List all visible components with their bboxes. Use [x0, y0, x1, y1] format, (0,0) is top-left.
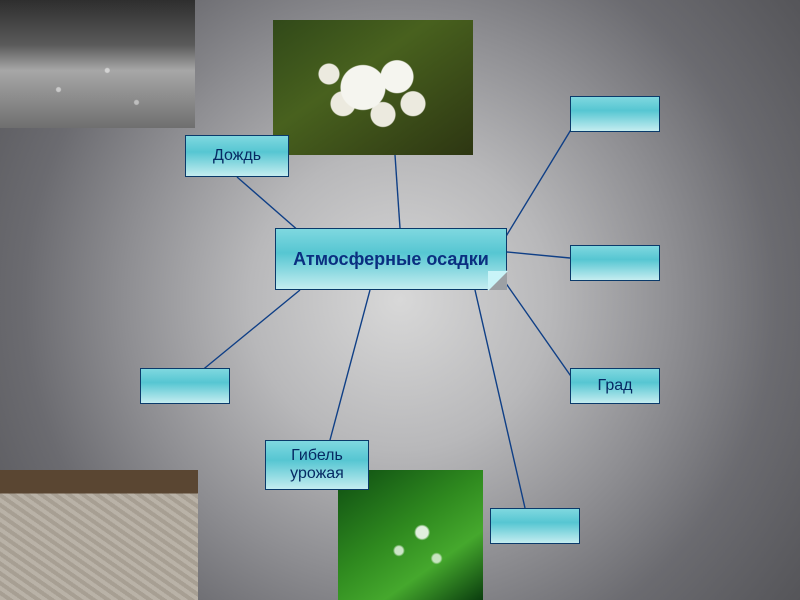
center-label: Атмосферные осадки: [293, 249, 489, 270]
node-bottom-left: [140, 368, 230, 404]
node-label: Гибель урожая: [266, 447, 368, 483]
node-rain: Дождь: [185, 135, 289, 177]
image-hailstones: [273, 20, 473, 155]
node-label: Дождь: [213, 147, 261, 165]
diagram-canvas: Атмосферные осадки Дождь Град Гибель уро…: [0, 0, 800, 600]
image-hailstorm: [0, 470, 198, 600]
fold-corner-icon: [487, 270, 507, 290]
image-rain: [0, 0, 195, 128]
node-top-right: [570, 96, 660, 132]
node-mid-right: [570, 245, 660, 281]
node-bottom-center: [490, 508, 580, 544]
node-hail: Град: [570, 368, 660, 404]
node-crop-loss: Гибель урожая: [265, 440, 369, 490]
center-node: Атмосферные осадки: [275, 228, 507, 290]
node-label: Град: [598, 377, 633, 395]
